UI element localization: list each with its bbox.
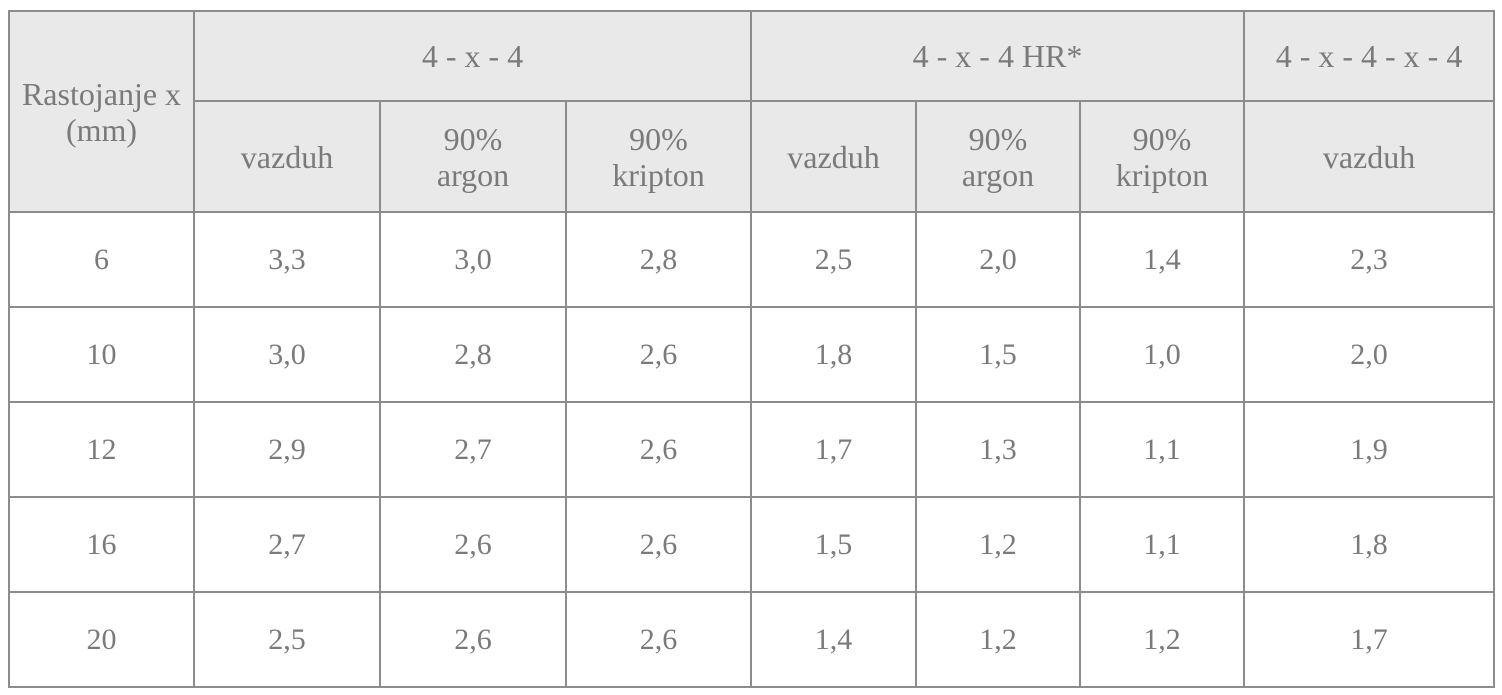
- distance-cell: 6: [8, 211, 195, 308]
- value-cell: 2,3: [1243, 211, 1496, 308]
- value-cell: 2,6: [565, 496, 752, 593]
- value-cell: 2,0: [915, 211, 1081, 308]
- value-cell: 3,0: [379, 211, 567, 308]
- distance-cell: 16: [8, 496, 195, 593]
- value-cell: 2,6: [379, 591, 567, 688]
- value-cell: 2,5: [193, 591, 381, 688]
- subheader: 90% argon: [379, 100, 567, 213]
- value-cell: 2,8: [565, 211, 752, 308]
- subheader-row: vazduh 90% argon 90% kripton vazduh 90% argo…: [9, 100, 1496, 213]
- value-cell: 1,8: [750, 306, 917, 403]
- value-cell: 1,2: [915, 496, 1081, 593]
- group-header: 4 - x - 4: [193, 10, 752, 102]
- value-cell: 1,4: [1078, 211, 1246, 308]
- subheader: vazduh: [750, 100, 917, 213]
- header-row: Rastojanje x (mm) 4 - x - 4 4 - x - 4 HR…: [8, 10, 1496, 213]
- value-cell: 2,7: [193, 496, 381, 593]
- value-cell: 3,0: [193, 306, 381, 403]
- value-cell: 1,3: [915, 401, 1081, 498]
- value-cell: 2,6: [565, 401, 752, 498]
- value-cell: 2,6: [565, 591, 752, 688]
- value-cell: 1,5: [750, 496, 917, 593]
- value-cell: 2,8: [379, 306, 567, 403]
- value-cell: 3,3: [193, 211, 381, 308]
- table-row: 12 2,9 2,7 2,6 1,7 1,3 1,1 1,9: [8, 401, 1496, 498]
- distance-cell: 12: [8, 401, 195, 498]
- table-body: 6 3,3 3,0 2,8 2,5 2,0 1,4 2,3 10 3,0 2,8 2,6 1,8 1,5 1…: [8, 211, 1496, 688]
- value-cell: 1,8: [1243, 496, 1496, 593]
- value-cell: 1,5: [915, 306, 1081, 403]
- value-cell: 2,0: [1243, 306, 1496, 403]
- value-cell: 2,5: [750, 211, 917, 308]
- subheader: 90% kripton: [565, 100, 752, 213]
- group-header: 4 - x - 4 - x - 4: [1243, 10, 1496, 102]
- table-row: 6 3,3 3,0 2,8 2,5 2,0 1,4 2,3: [8, 211, 1496, 308]
- value-cell: 1,7: [1243, 591, 1496, 688]
- subheader: vazduh: [193, 100, 381, 213]
- value-cell: 2,6: [379, 496, 567, 593]
- data-table: Rastojanje x (mm) 4 - x - 4 4 - x - 4 HR…: [8, 10, 1496, 688]
- subheader: vazduh: [1243, 100, 1496, 213]
- distance-cell: 10: [8, 306, 195, 403]
- table-row: 10 3,0 2,8 2,6 1,8 1,5 1,0 2,0: [8, 306, 1496, 403]
- subheader: 90% argon: [915, 100, 1081, 213]
- value-cell: 1,0: [1078, 306, 1246, 403]
- value-cell: 1,1: [1078, 496, 1246, 593]
- value-cell: 1,7: [750, 401, 917, 498]
- row-header: Rastojanje x (mm): [8, 10, 195, 213]
- value-cell: 2,6: [565, 306, 752, 403]
- value-cell: 2,9: [193, 401, 381, 498]
- value-cell: 1,4: [750, 591, 917, 688]
- table-row: 16 2,7 2,6 2,6 1,5 1,2 1,1 1,8: [8, 496, 1496, 593]
- value-cell: 1,1: [1078, 401, 1246, 498]
- group-header: 4 - x - 4 HR*: [749, 10, 1246, 102]
- value-cell: 1,9: [1243, 401, 1496, 498]
- table-row: 20 2,5 2,6 2,6 1,4 1,2 1,2 1,7: [8, 591, 1496, 688]
- value-cell: 2,7: [379, 401, 567, 498]
- subheader: 90% kripton: [1078, 100, 1246, 213]
- value-cell: 1,2: [1078, 591, 1246, 688]
- distance-cell: 20: [8, 591, 195, 688]
- value-cell: 1,2: [915, 591, 1081, 688]
